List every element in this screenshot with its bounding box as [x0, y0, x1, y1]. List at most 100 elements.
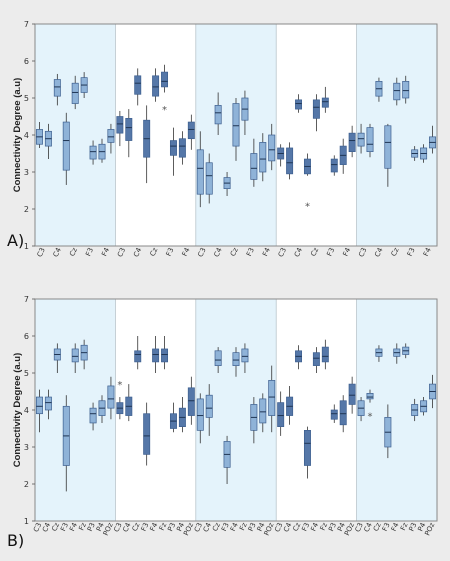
box-plot — [339, 395, 347, 433]
y-tick-label: 2 — [24, 205, 29, 214]
box-iqr — [232, 103, 240, 147]
y-tick-label: 5 — [24, 94, 29, 103]
box-plot — [402, 75, 410, 104]
box-plot — [339, 138, 347, 174]
category-label: C4 — [202, 521, 213, 533]
category-label: P4 — [256, 521, 267, 533]
category-label: F4 — [181, 246, 192, 258]
category-label: Cz — [372, 521, 383, 532]
category-label: F4 — [261, 246, 272, 258]
box-plot — [330, 155, 338, 176]
category-label: P3 — [247, 521, 258, 532]
box-iqr — [44, 396, 52, 411]
box-iqr — [312, 99, 320, 119]
box-iqr — [348, 132, 356, 152]
category-label: F4 — [309, 521, 320, 533]
box-plot — [125, 109, 133, 158]
category-label: Cz — [229, 246, 240, 257]
box-plot — [232, 347, 240, 377]
category-label: C3 — [354, 521, 365, 533]
box-plot — [375, 77, 383, 102]
outlier-marker: * — [162, 105, 167, 116]
box-plot — [125, 384, 133, 422]
box-plot — [178, 397, 186, 433]
box-plot — [169, 402, 177, 433]
box-plot — [393, 77, 401, 106]
y-tick-label: 7 — [24, 295, 29, 304]
box-iqr — [348, 383, 356, 405]
category-label: Fz — [238, 521, 249, 532]
box-plot — [35, 122, 43, 148]
category-label: Cz — [50, 521, 61, 532]
box-iqr — [259, 398, 267, 424]
box-plot — [250, 397, 258, 444]
category-label: Fz — [77, 521, 88, 532]
panel-a: 1 2 3 4 5 6 7 Connectivity Degree (a.u) C3 C4 Cz F3… — [5, 5, 440, 280]
box-iqr — [330, 409, 338, 420]
y-tick-label: 1 — [24, 242, 29, 251]
box-iqr — [125, 117, 133, 141]
box-plot — [223, 172, 231, 197]
category-label: C3 — [277, 246, 288, 258]
category-label: C4 — [52, 246, 63, 258]
box-plot — [53, 73, 61, 106]
box-plot: * — [116, 380, 124, 420]
category-label: F3 — [220, 521, 231, 532]
box-iqr — [303, 430, 311, 466]
category-label: Cz — [291, 521, 302, 532]
outlier-marker: * — [368, 412, 373, 423]
box-iqr — [339, 400, 347, 426]
box-plot — [357, 123, 365, 154]
box-iqr — [196, 149, 204, 195]
y-tick-label: 4 — [24, 131, 29, 140]
box-plot — [35, 389, 43, 433]
y-axis-title: Connectivity Degree (a.u) — [12, 353, 23, 468]
y-tick-label: 3 — [24, 168, 29, 177]
outlier-marker: * — [305, 201, 310, 212]
box-plot — [187, 114, 195, 150]
category-label: Cz — [68, 246, 79, 257]
box-plot — [384, 404, 392, 459]
y-tick-label: 5 — [24, 369, 29, 378]
group-band — [276, 24, 357, 246]
box-plot — [80, 72, 88, 98]
category-label: F3 — [300, 521, 311, 532]
box-plot — [143, 402, 151, 466]
box-plot — [98, 138, 106, 163]
category-label: Fz — [158, 521, 169, 532]
box-iqr — [62, 121, 70, 171]
box-plot — [44, 123, 52, 160]
box-iqr — [107, 385, 115, 409]
box-iqr — [107, 129, 115, 143]
category-label: F3 — [325, 246, 336, 257]
category-label: C3 — [112, 521, 123, 533]
box-iqr — [357, 132, 365, 147]
box-iqr — [71, 348, 79, 363]
category-label: C4 — [213, 246, 224, 258]
category-label: C3 — [116, 246, 127, 258]
box-iqr — [214, 350, 222, 366]
box-iqr — [187, 121, 195, 140]
box-iqr — [402, 80, 410, 99]
box-plot — [169, 127, 177, 176]
y-tick-label: 7 — [24, 20, 29, 29]
y-tick-label: 6 — [24, 332, 29, 341]
box-plot — [259, 133, 267, 182]
box-plot: * — [366, 389, 374, 423]
box-iqr — [152, 75, 160, 97]
box-iqr — [277, 402, 285, 428]
category-label: C4 — [373, 246, 384, 258]
box-plot — [259, 393, 267, 433]
y-tick-label: 6 — [24, 57, 29, 66]
panel-letter: A) — [7, 231, 24, 250]
box-plot — [321, 339, 329, 370]
category-label: Cz — [309, 246, 320, 257]
box-plot — [286, 385, 294, 425]
category-label: C3 — [273, 521, 284, 533]
box-plot — [44, 389, 52, 420]
box-plot — [303, 426, 311, 479]
box-plot — [420, 397, 428, 416]
box-plot — [429, 374, 437, 409]
category-label: F4 — [68, 521, 79, 533]
